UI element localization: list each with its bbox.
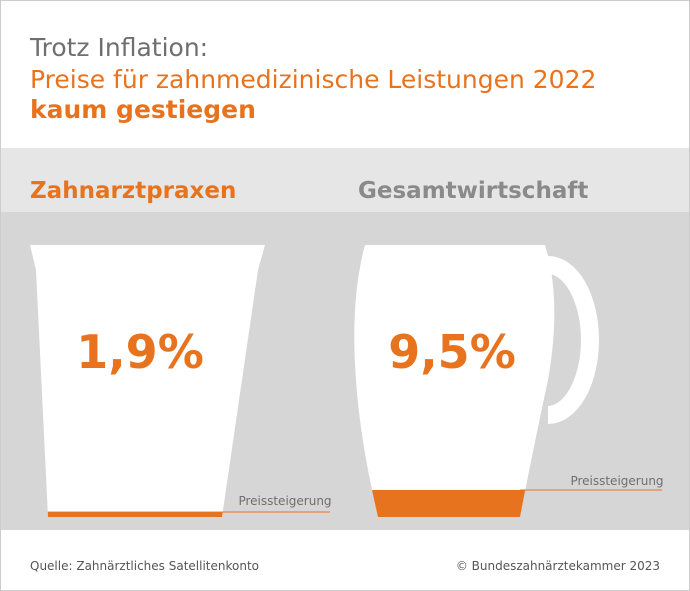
- title-line: kaum gestiegen: [30, 95, 256, 124]
- title-line: Trotz Inflation:: [29, 33, 208, 62]
- value-label: 1,9%: [76, 325, 204, 379]
- mug-handle: [547, 256, 599, 424]
- source: Quelle: Zahnärztliches Satellitenkonto: [30, 559, 259, 573]
- panel-title: Zahnarztpraxen: [30, 178, 236, 204]
- panel-title: Gesamtwirtschaft: [358, 178, 588, 204]
- note: Preissteigerung: [238, 494, 331, 508]
- note: Preissteigerung: [570, 474, 663, 488]
- mug: [354, 245, 555, 517]
- cup: [30, 245, 265, 517]
- fill-level: [30, 511, 265, 517]
- label-band: [1, 148, 689, 212]
- copyright: © Bundeszahnärztekammer 2023: [456, 559, 660, 573]
- title-line: Preise für zahnmedizinische Leistungen 2…: [30, 65, 596, 94]
- value-label: 9,5%: [388, 325, 516, 379]
